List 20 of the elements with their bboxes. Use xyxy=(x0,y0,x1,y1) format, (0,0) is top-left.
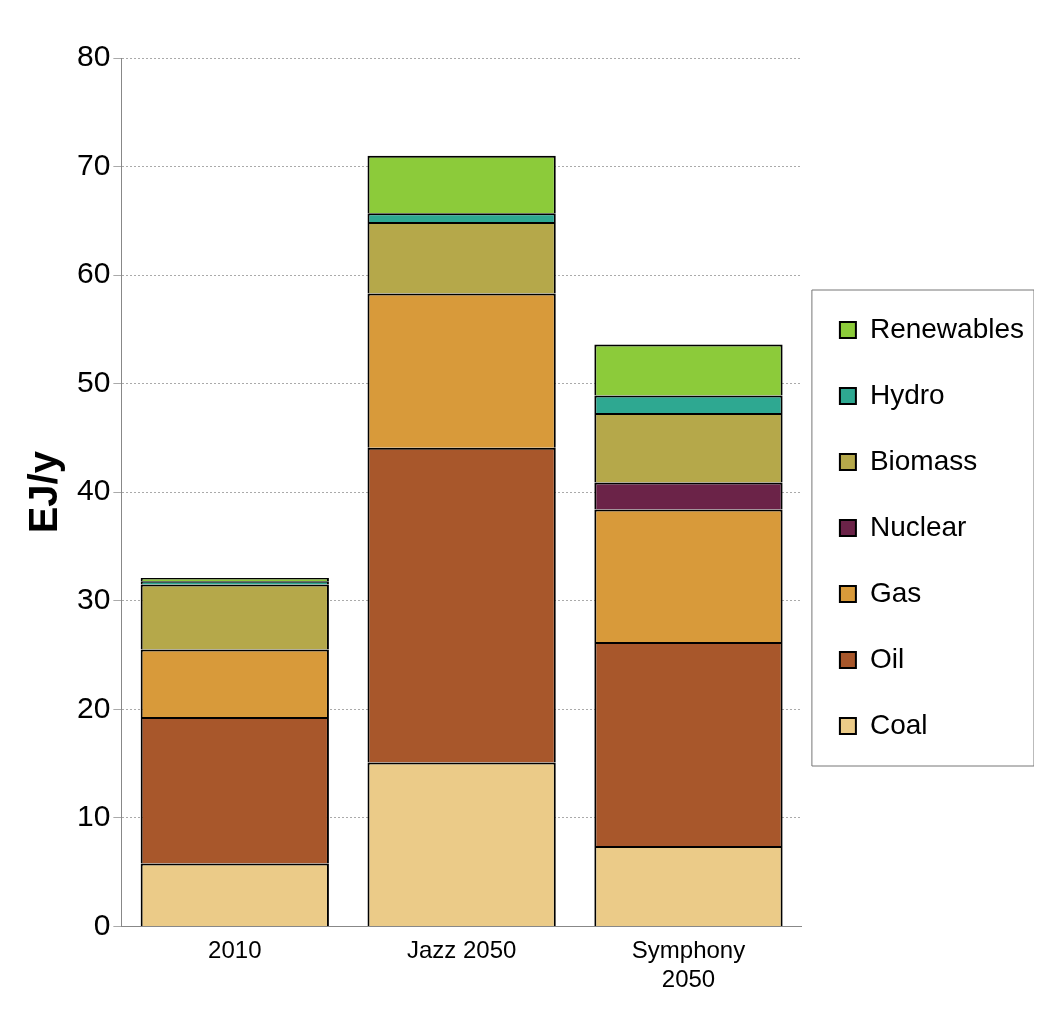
y-tick-label: 0 xyxy=(93,907,111,941)
y-axis-title: EJ/y xyxy=(21,450,66,534)
legend-label: Hydro xyxy=(869,378,945,410)
legend-label: Gas xyxy=(869,576,922,608)
y-tick-label: 60 xyxy=(76,256,111,290)
legend-label: Biomass xyxy=(869,444,978,476)
x-tick-label: Jazz 2050 xyxy=(406,936,517,964)
y-tick-label: 40 xyxy=(76,473,111,507)
y-tick-label: 50 xyxy=(76,364,111,398)
x-tick-label: Symphony 2050 xyxy=(631,936,746,993)
y-tick-label: 30 xyxy=(76,582,111,616)
legend-label: Coal xyxy=(869,708,928,740)
legend-label: Nuclear xyxy=(869,510,967,542)
y-tick-label: 20 xyxy=(76,690,111,724)
legend-label: Renewables xyxy=(869,312,1025,344)
y-tick-label: 70 xyxy=(76,147,111,181)
legend-label: Oil xyxy=(869,642,905,674)
y-tick-label: 80 xyxy=(76,39,111,73)
y-tick-label: 10 xyxy=(76,799,111,833)
x-tick-label: 2010 xyxy=(208,936,262,964)
